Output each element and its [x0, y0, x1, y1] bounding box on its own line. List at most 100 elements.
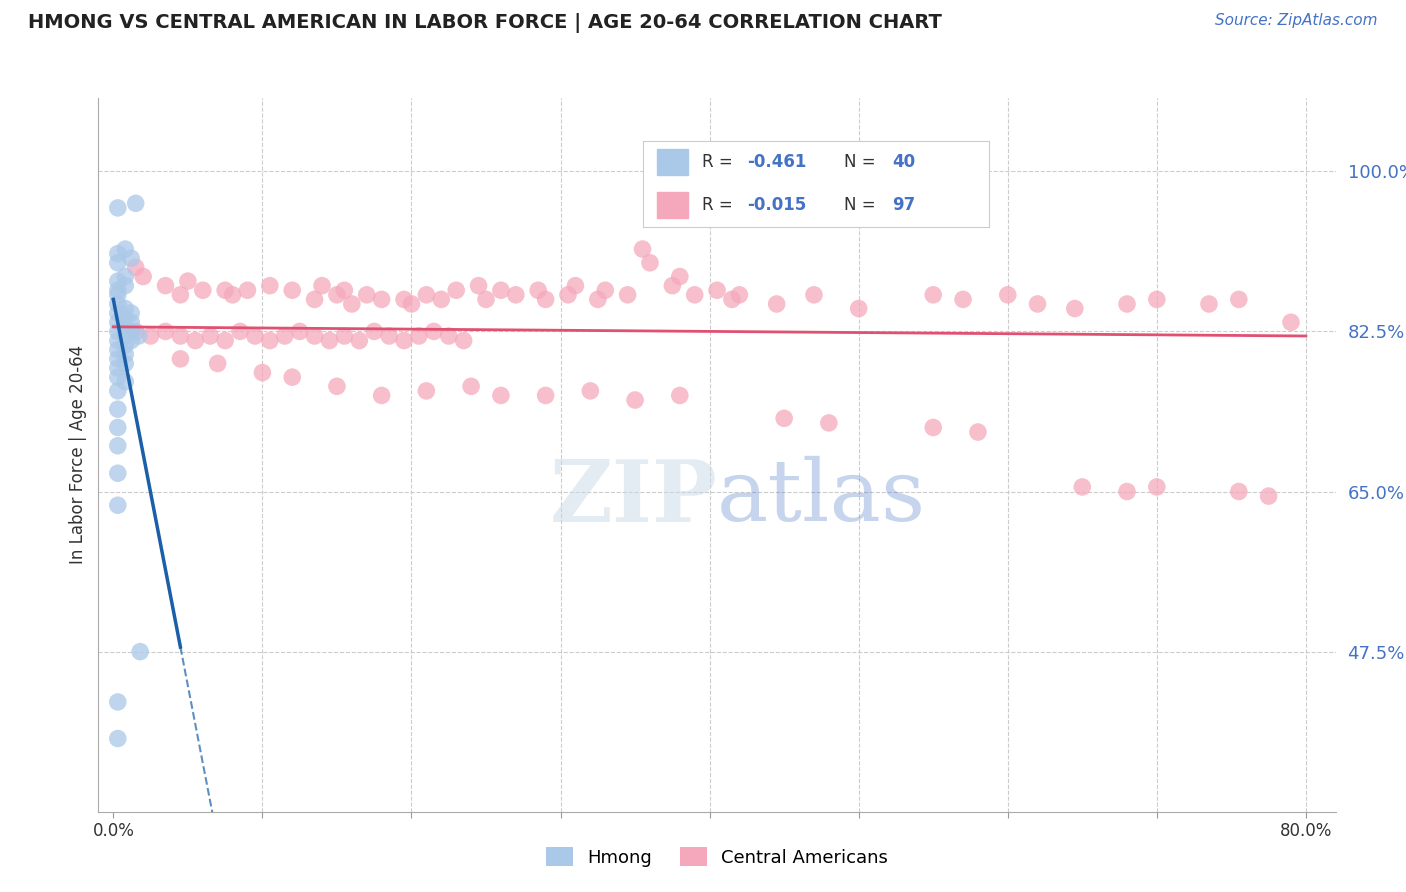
Point: [236, 283, 259, 297]
Point: [107, 297, 129, 311]
Point: [1257, 489, 1279, 503]
Point: [370, 388, 392, 402]
Point: [318, 334, 340, 348]
Point: [120, 325, 142, 339]
Point: [392, 293, 415, 307]
Point: [1146, 293, 1168, 307]
Point: [370, 293, 392, 307]
Point: [460, 379, 482, 393]
Point: [638, 256, 661, 270]
Point: [1116, 297, 1139, 311]
Point: [169, 329, 191, 343]
Point: [728, 288, 751, 302]
Point: [616, 288, 638, 302]
Point: [1227, 293, 1250, 307]
Point: [184, 334, 207, 348]
Point: [128, 329, 150, 343]
Point: [129, 645, 152, 659]
Text: Source: ZipAtlas.com: Source: ZipAtlas.com: [1215, 13, 1378, 29]
Point: [120, 251, 142, 265]
Point: [1116, 484, 1139, 499]
Point: [107, 731, 129, 746]
Point: [281, 283, 304, 297]
Point: [668, 269, 690, 284]
Point: [107, 384, 129, 398]
Point: [177, 274, 200, 288]
Text: -0.461: -0.461: [747, 153, 806, 171]
Point: [415, 288, 437, 302]
FancyBboxPatch shape: [657, 193, 688, 218]
Point: [408, 329, 430, 343]
Point: [107, 420, 129, 434]
Point: [333, 329, 356, 343]
Point: [818, 416, 841, 430]
Point: [624, 392, 647, 407]
Text: ZIP: ZIP: [550, 456, 717, 540]
Point: [107, 306, 129, 320]
Point: [274, 329, 297, 343]
Point: [363, 325, 385, 339]
Point: [114, 319, 136, 334]
Point: [401, 297, 423, 311]
Point: [340, 297, 363, 311]
Point: [107, 325, 129, 339]
Point: [430, 293, 453, 307]
Point: [1026, 297, 1049, 311]
Point: [107, 402, 129, 417]
Y-axis label: In Labor Force | Age 20-64: In Labor Force | Age 20-64: [69, 345, 87, 565]
Text: R =: R =: [702, 196, 738, 214]
Text: HMONG VS CENTRAL AMERICAN IN LABOR FORCE | AGE 20-64 CORRELATION CHART: HMONG VS CENTRAL AMERICAN IN LABOR FORCE…: [28, 13, 942, 33]
Point: [1146, 480, 1168, 494]
Text: atlas: atlas: [717, 456, 927, 540]
Point: [155, 278, 177, 293]
Point: [505, 288, 527, 302]
Point: [214, 334, 236, 348]
Point: [534, 293, 557, 307]
Point: [259, 334, 281, 348]
Point: [125, 196, 148, 211]
Point: [326, 288, 349, 302]
FancyBboxPatch shape: [657, 150, 688, 175]
Point: [107, 343, 129, 357]
Point: [475, 293, 498, 307]
Point: [706, 283, 728, 297]
Point: [107, 283, 129, 297]
Point: [378, 329, 401, 343]
Point: [107, 201, 129, 215]
Point: [631, 242, 654, 256]
Point: [120, 334, 142, 348]
Text: N =: N =: [844, 153, 880, 171]
Point: [114, 301, 136, 316]
Point: [1227, 484, 1250, 499]
Point: [349, 334, 371, 348]
Point: [586, 293, 609, 307]
Point: [107, 334, 129, 348]
Point: [169, 351, 191, 366]
Point: [107, 498, 129, 512]
Point: [107, 256, 129, 270]
Point: [765, 297, 787, 311]
Point: [527, 283, 550, 297]
Point: [333, 283, 356, 297]
Point: [661, 278, 683, 293]
Point: [107, 467, 129, 481]
Point: [107, 361, 129, 376]
Point: [125, 325, 148, 339]
Point: [120, 306, 142, 320]
Point: [967, 425, 990, 439]
Text: N =: N =: [844, 196, 880, 214]
Point: [114, 278, 136, 293]
Text: -0.015: -0.015: [747, 196, 806, 214]
Point: [114, 242, 136, 256]
Point: [593, 283, 616, 297]
Point: [415, 384, 437, 398]
Point: [107, 370, 129, 384]
Point: [132, 269, 155, 284]
Point: [444, 283, 467, 297]
Point: [107, 246, 129, 260]
Point: [952, 293, 974, 307]
Point: [114, 347, 136, 361]
Point: [304, 293, 326, 307]
Point: [243, 329, 266, 343]
Point: [107, 274, 129, 288]
